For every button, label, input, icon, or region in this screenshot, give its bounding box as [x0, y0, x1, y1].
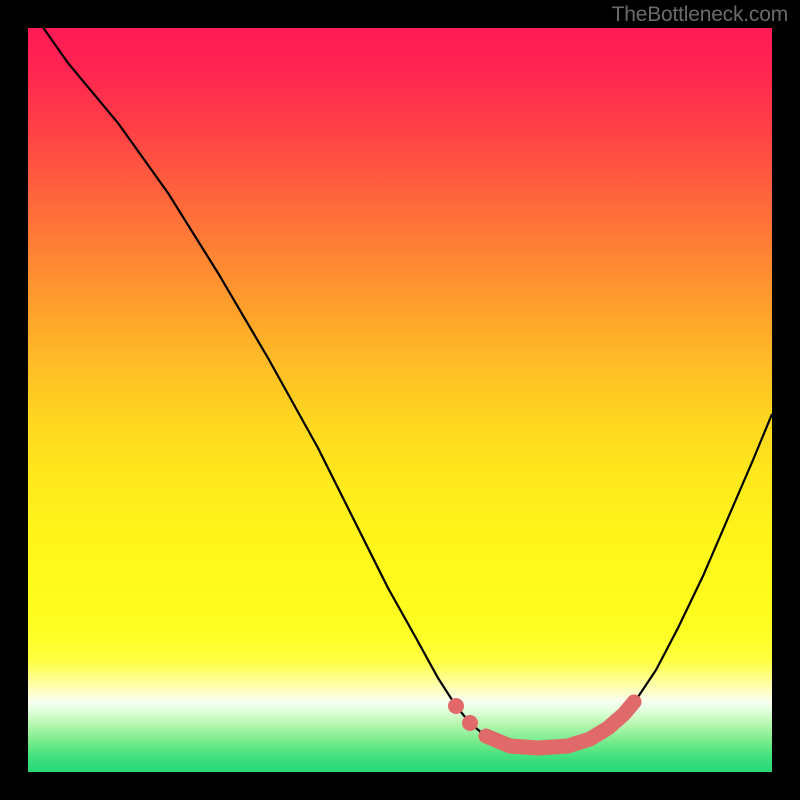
chart-curve-layer — [28, 28, 772, 772]
watermark-text: TheBottleneck.com — [612, 3, 788, 27]
highlight-band — [448, 698, 634, 748]
chart-plot-area — [28, 28, 772, 772]
bottleneck-curve — [28, 28, 772, 748]
